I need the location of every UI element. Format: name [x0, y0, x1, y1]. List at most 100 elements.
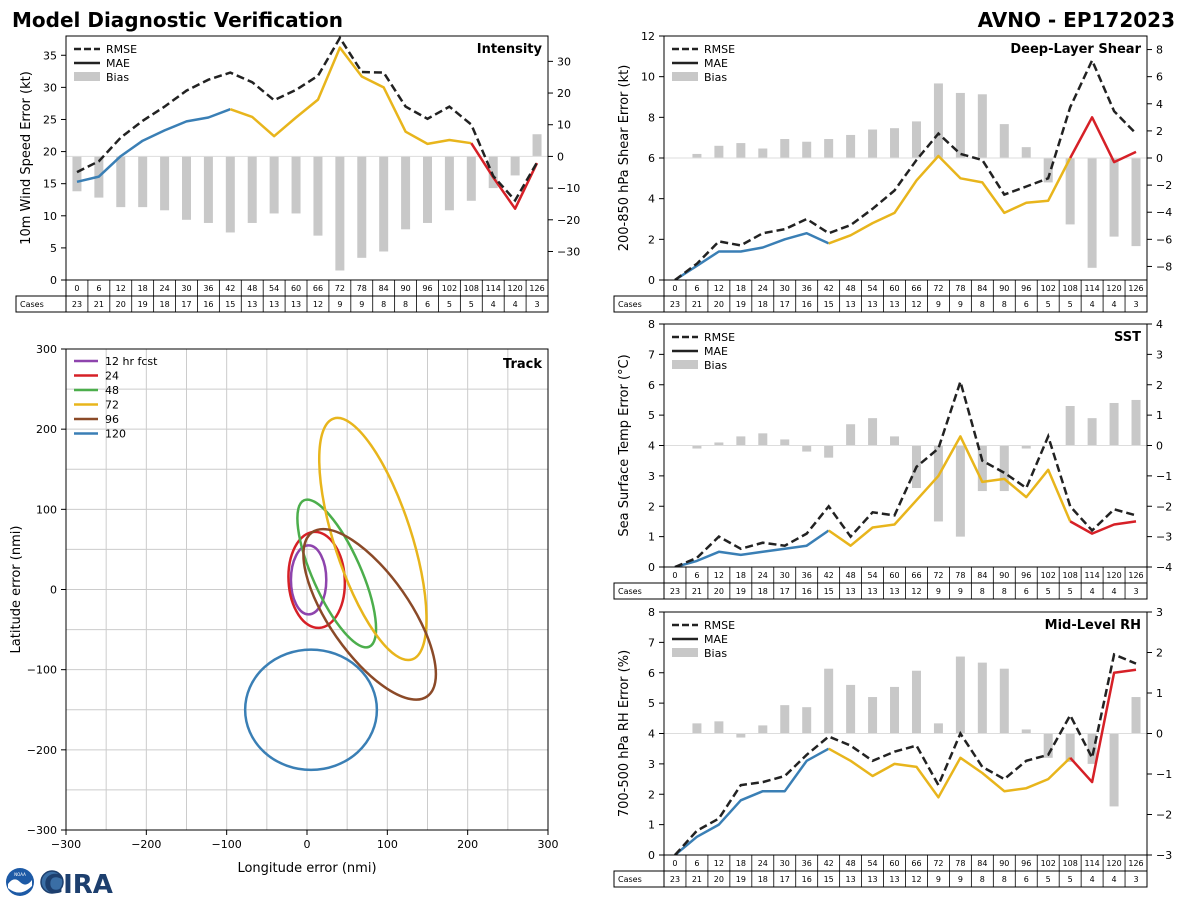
intensity-case-count: 12: [313, 300, 323, 309]
sst-bias-bars: [670, 399, 1141, 537]
intensity-case-count: 4: [491, 300, 496, 309]
shear-bias-bar: [955, 92, 965, 158]
intensity-mae-line-1: [76, 108, 231, 184]
rh-ytick-label: 8: [648, 606, 655, 619]
storm-id: AVNO - EP172023: [978, 8, 1175, 32]
shear-bias-bar: [890, 128, 900, 158]
sst-case-count: 3: [1133, 587, 1138, 596]
intensity-ytick-label: 15: [43, 178, 57, 191]
rh-bias-bar: [1087, 733, 1097, 764]
rh-hour-label: 66: [911, 859, 921, 868]
intensity-hour-label: 42: [225, 284, 235, 293]
rh-case-count: 23: [670, 875, 680, 884]
sst-bias-bar: [933, 445, 943, 522]
track-legend-label: 24: [105, 370, 119, 383]
intensity-bias-bar: [466, 156, 476, 201]
noaa-logo-text: NOAA: [14, 872, 26, 877]
sst-hour-label: 24: [758, 571, 768, 580]
sst-hour-label: 90: [999, 571, 1009, 580]
sst-bias-bar: [1021, 445, 1031, 449]
intensity-ytick2-label: −10: [557, 182, 580, 195]
rh-case-count: 15: [824, 875, 834, 884]
sst-bias-bar: [802, 445, 812, 452]
shear-ylabel: 200-850 hPa Shear Error (kt): [617, 65, 632, 252]
intensity-case-count: 19: [138, 300, 148, 309]
track-ytick-label: 100: [36, 503, 57, 516]
sst-bias-bar: [955, 445, 965, 537]
intensity-bias-bar: [269, 156, 279, 214]
rh-ytick2-label: 1: [1156, 687, 1163, 700]
sst-ytick-label: 6: [648, 379, 655, 392]
intensity-ytick-label: 5: [50, 242, 57, 255]
track-title: Track: [503, 357, 542, 372]
shear-ytick-label: 8: [648, 111, 655, 124]
intensity-case-count: 8: [403, 300, 408, 309]
shear-hour-label: 120: [1106, 284, 1121, 293]
sst-ytick2-label: −2: [1156, 500, 1172, 513]
shear-hour-label: 114: [1084, 284, 1099, 293]
sst-ytick-label: 7: [648, 348, 655, 361]
track-ytick-label: 300: [36, 343, 57, 356]
sst-case-count: 15: [824, 587, 834, 596]
sst-hour-label: 72: [933, 571, 943, 580]
sst-case-count: 13: [846, 587, 856, 596]
sst-hour-label: 6: [694, 571, 699, 580]
shear-ytick2-label: 6: [1156, 71, 1163, 84]
shear-ytick2-label: 4: [1156, 98, 1163, 111]
rh-mae-line-2: [828, 747, 1072, 799]
shear-bias-bar: [999, 124, 1009, 158]
shear-bias-bar: [1109, 158, 1119, 237]
intensity-mae-line-2: [229, 46, 472, 146]
track-ytick-label: −300: [27, 824, 57, 837]
intensity-ytick-label: 0: [50, 274, 57, 287]
shear-bias-bar: [933, 83, 943, 158]
sst-case-count: 6: [1024, 587, 1029, 596]
rh-cases-row: [613, 870, 1148, 888]
rh-hour-label: 54: [867, 859, 877, 868]
rh-mae-line-1: [674, 747, 830, 856]
rh-hour-label: 108: [1063, 859, 1078, 868]
sst-ytick2-label: 4: [1156, 318, 1163, 331]
intensity-bias-bar: [423, 156, 432, 223]
intensity-bias-bar: [335, 156, 345, 271]
shear-case-count: 12: [911, 300, 921, 309]
intensity-hour-label: 126: [529, 284, 544, 293]
sst-bias-bar: [1131, 399, 1141, 446]
rh-hour-label: 24: [758, 859, 768, 868]
intensity-ytick2-label: −20: [557, 214, 580, 227]
sst-ytick2-label: 3: [1156, 348, 1163, 361]
sst-case-count: 23: [670, 587, 680, 596]
sst-legend-mae: MAE: [704, 345, 728, 358]
intensity-bias-bar: [379, 156, 389, 252]
track-ellipse-48: [296, 498, 378, 649]
shear-ytick-label: 4: [648, 193, 655, 206]
rh-hour-label: 72: [933, 859, 943, 868]
intensity-bias-bars: [72, 134, 542, 271]
intensity-case-count: 20: [116, 300, 126, 309]
sst-ytick-label: 5: [648, 409, 655, 422]
shear-case-count: 18: [758, 300, 768, 309]
sst-case-count: 17: [780, 587, 790, 596]
shear-ytick-label: 0: [648, 274, 655, 287]
sst-hour-label: 96: [1021, 571, 1031, 580]
rh-ytick2-label: 0: [1156, 728, 1163, 741]
sst-mae-line-3: [1069, 520, 1137, 535]
intensity-hour-label: 72: [335, 284, 345, 293]
track-ytick-label: 0: [50, 584, 57, 597]
sst-hour-label: 66: [911, 571, 921, 580]
intensity-ytick-label: 10: [43, 210, 57, 223]
intensity-case-count: 23: [72, 300, 82, 309]
shear-rmse-line: [674, 57, 1137, 282]
rh-bias-bar: [868, 697, 878, 734]
rh-rmse-line: [674, 652, 1137, 856]
sst-hour-label: 12: [714, 571, 724, 580]
sst-hour-label: 54: [867, 571, 877, 580]
shear-case-count: 9: [958, 300, 963, 309]
track-legend-label: 48: [105, 384, 119, 397]
intensity-hour-label: 96: [422, 284, 432, 293]
intensity-case-count: 9: [359, 300, 364, 309]
intensity-hour-label: 0: [74, 284, 79, 293]
track-ellipse-12-hr-fcst: [289, 544, 328, 616]
shear-legend-rmse: RMSE: [704, 43, 735, 56]
